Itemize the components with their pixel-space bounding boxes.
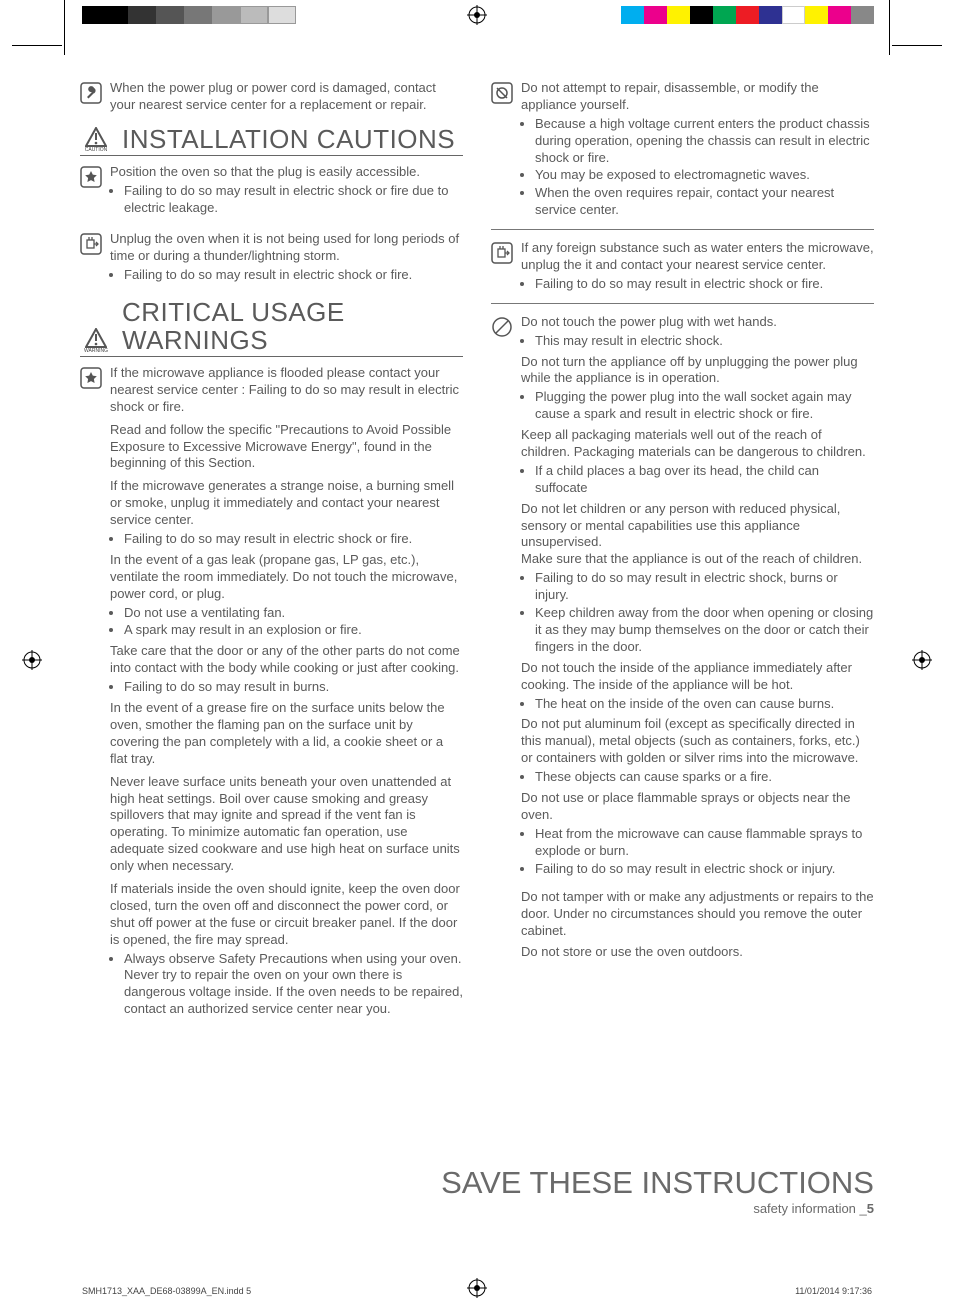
s2h-b: Always observe Safety Precautions when u… — [124, 951, 463, 1019]
r11: Do not tamper with or make any adjustmen… — [521, 889, 874, 940]
right-column: Do not attempt to repair, disassemble, o… — [491, 80, 874, 1032]
register-mark-icon — [22, 650, 42, 670]
s2f: In the event of a grease fire on the sur… — [110, 700, 463, 768]
r7: Make sure that the appliance is out of t… — [521, 551, 874, 568]
s2e-b: Failing to do so may result in burns. — [124, 679, 463, 696]
caution-label: CAUTION — [85, 147, 108, 153]
r4b: Plugging the power plug into the wall so… — [535, 389, 874, 423]
s2a: If the microwave appliance is flooded pl… — [110, 365, 463, 416]
gray-step-wedge — [82, 6, 296, 24]
save-title: SAVE THESE INSTRUCTIONS — [441, 1165, 874, 1201]
section-installation-cautions: CAUTION INSTALLATION CAUTIONS — [80, 126, 463, 156]
section-critical-warnings: WARNING CRITICAL USAGE WARNINGS — [80, 299, 463, 357]
page-number: 5 — [867, 1201, 874, 1216]
star-icon — [80, 367, 102, 389]
color-bar — [621, 6, 874, 24]
left-column: When the power plug or power cord is dam… — [80, 80, 463, 1032]
r12: Do not store or use the oven outdoors. — [521, 944, 874, 961]
r2: If any foreign substance such as water e… — [521, 240, 874, 272]
r1b2: You may be exposed to electromagnetic wa… — [535, 167, 874, 184]
r2b: Failing to do so may result in electric … — [535, 276, 874, 293]
s1a-bullet: Failing to do so may result in electric … — [124, 183, 463, 217]
r9: Do not put aluminum foil (except as spec… — [521, 716, 874, 767]
plug-icon — [491, 242, 513, 264]
footer-timestamp: 11/01/2014 9:17:36 — [795, 1286, 872, 1296]
r8b: The heat on the inside of the oven can c… — [535, 696, 874, 713]
r10: Do not use or place flammable sprays or … — [521, 790, 874, 824]
page-content: When the power plug or power cord is dam… — [80, 80, 874, 1228]
s2g: Never leave surface units beneath your o… — [110, 774, 463, 875]
do-not-icon — [491, 316, 513, 338]
wrench-icon — [80, 82, 102, 104]
r3: Do not touch the power plug with wet han… — [521, 314, 874, 331]
r7b2: Keep children away from the door when op… — [535, 605, 874, 656]
installation-title: INSTALLATION CAUTIONS — [122, 126, 455, 153]
s2b: Read and follow the specific "Precaution… — [110, 422, 463, 473]
footer-filename: SMH1713_XAA_DE68-03899A_EN.indd 5 — [82, 1286, 251, 1296]
s2d-b2: A spark may result in an explosion or fi… — [124, 622, 463, 639]
no-disassemble-icon — [491, 82, 513, 104]
r1b1: Because a high voltage current enters th… — [535, 116, 874, 167]
r3b: This may result in electric shock. — [535, 333, 874, 350]
r1: Do not attempt to repair, disassemble, o… — [521, 80, 819, 112]
s2h: If materials inside the oven should igni… — [110, 881, 463, 949]
s2d-b1: Do not use a ventilating fan. — [124, 605, 463, 622]
register-mark-icon — [912, 650, 932, 670]
save-instructions: SAVE THESE INSTRUCTIONS safety informati… — [441, 1165, 874, 1216]
s2c-b: Failing to do so may result in electric … — [124, 531, 463, 548]
s1a-text: Position the oven so that the plug is ea… — [110, 164, 420, 179]
plug-icon — [80, 233, 102, 255]
r9b: These objects can cause sparks or a fire… — [535, 769, 874, 786]
intro-text: When the power plug or power cord is dam… — [110, 80, 463, 114]
warning-label: WARNING — [84, 348, 108, 354]
s2d: In the event of a gas leak (propane gas,… — [110, 552, 463, 603]
critical-title: CRITICAL USAGE WARNINGS — [122, 299, 463, 354]
r6: Do not let children or any person with r… — [521, 501, 874, 552]
s2c: If the microwave generates a strange noi… — [110, 478, 463, 529]
r5: Keep all packaging materials well out of… — [521, 427, 874, 461]
r10b2: Failing to do so may result in electric … — [535, 861, 874, 878]
s1b-text: Unplug the oven when it is not being use… — [110, 231, 459, 263]
r5b: If a child places a bag over its head, t… — [535, 463, 874, 497]
star-icon — [80, 166, 102, 188]
r7b1: Failing to do so may result in electric … — [535, 570, 874, 604]
r8: Do not touch the inside of the appliance… — [521, 660, 874, 694]
register-mark-icon — [467, 1278, 487, 1300]
r4: Do not turn the appliance off by unplugg… — [521, 354, 874, 388]
register-mark-icon — [467, 5, 487, 25]
s2e: Take care that the door or any of the ot… — [110, 643, 463, 677]
footer-marks: SMH1713_XAA_DE68-03899A_EN.indd 5 11/01/… — [0, 1268, 954, 1308]
save-sub: safety information _ — [753, 1201, 866, 1216]
print-marks-top — [0, 0, 954, 30]
r10b1: Heat from the microwave can cause flamma… — [535, 826, 874, 860]
s1b-bullet: Failing to do so may result in electric … — [124, 267, 463, 284]
r1b3: When the oven requires repair, contact y… — [535, 185, 874, 219]
